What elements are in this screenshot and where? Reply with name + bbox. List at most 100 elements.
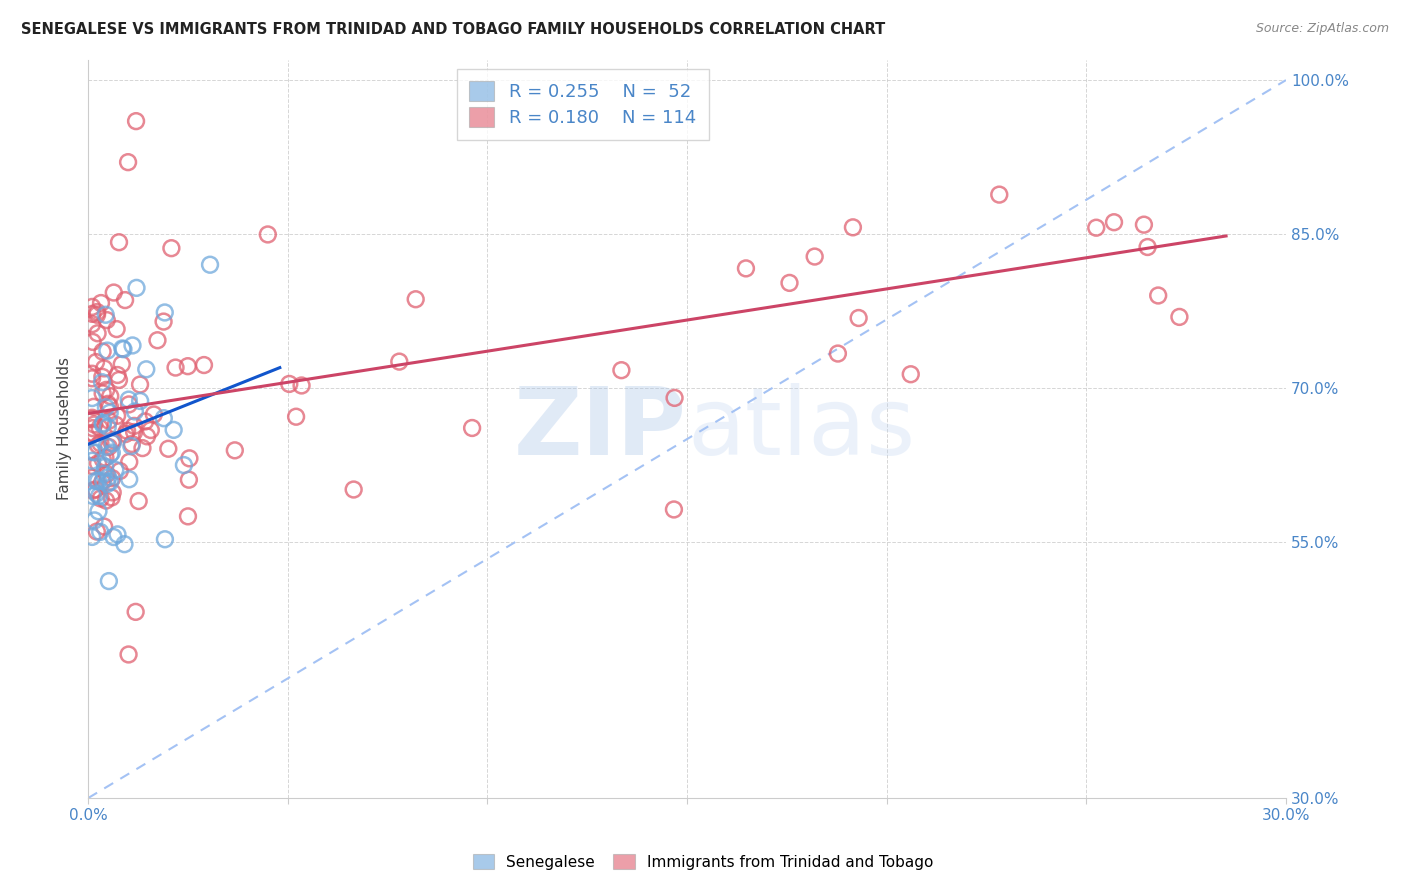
Point: [87, 438, 110, 452]
Point: [86, 486, 108, 500]
Point: [94, 459, 117, 474]
Point: [135, 362, 157, 376]
Point: [96, 313, 118, 327]
Point: [96, 476, 118, 491]
Point: [115, 424, 138, 438]
Point: [82, 454, 104, 468]
Text: Source: ZipAtlas.com: Source: ZipAtlas.com: [1256, 22, 1389, 36]
Point: [96, 467, 118, 482]
Point: [82, 458, 104, 473]
Point: [94, 493, 117, 508]
Point: [103, 530, 125, 544]
Point: [152, 315, 174, 329]
Point: [84, 474, 107, 488]
Point: [118, 472, 141, 486]
Point: [101, 436, 124, 450]
Point: [98, 406, 121, 420]
Point: [97, 574, 120, 588]
Point: [198, 258, 221, 272]
Point: [163, 423, 186, 437]
Point: [101, 433, 124, 447]
Point: [86, 308, 108, 322]
Point: [735, 261, 758, 276]
Text: ZIP: ZIP: [515, 383, 688, 475]
Point: [97, 397, 120, 411]
Point: [664, 391, 686, 405]
Point: [84, 355, 107, 369]
Point: [461, 421, 484, 435]
Point: [131, 441, 153, 455]
Point: [278, 376, 301, 391]
Point: [91, 344, 114, 359]
Point: [90, 491, 112, 506]
Point: [1168, 310, 1191, 324]
Point: [779, 276, 801, 290]
Point: [98, 389, 121, 403]
Point: [82, 471, 104, 485]
Point: [94, 450, 117, 465]
Point: [165, 360, 187, 375]
Text: SENEGALESE VS IMMIGRANTS FROM TRINIDAD AND TOBAGO FAMILY HOUSEHOLDS CORRELATION : SENEGALESE VS IMMIGRANTS FROM TRINIDAD A…: [21, 22, 886, 37]
Point: [388, 354, 411, 368]
Point: [107, 527, 129, 541]
Point: [103, 285, 125, 300]
Point: [120, 439, 142, 453]
Point: [177, 509, 200, 524]
Point: [118, 455, 141, 469]
Point: [91, 370, 114, 384]
Point: [91, 386, 114, 401]
Point: [122, 425, 145, 439]
Point: [105, 409, 128, 423]
Point: [129, 394, 152, 409]
Point: [82, 300, 104, 314]
Point: [134, 414, 156, 428]
Point: [128, 494, 150, 508]
Point: [96, 383, 118, 397]
Point: [94, 401, 117, 415]
Point: [343, 483, 366, 497]
Point: [104, 417, 127, 432]
Point: [86, 524, 108, 539]
Point: [1102, 215, 1125, 229]
Point: [96, 343, 118, 358]
Point: [136, 429, 159, 443]
Point: [224, 443, 246, 458]
Point: [108, 235, 131, 250]
Point: [82, 317, 104, 331]
Point: [107, 368, 129, 382]
Point: [988, 187, 1011, 202]
Point: [121, 338, 143, 352]
Point: [827, 346, 849, 360]
Point: [114, 537, 136, 551]
Point: [177, 473, 200, 487]
Point: [900, 368, 922, 382]
Point: [842, 220, 865, 235]
Point: [139, 423, 162, 437]
Point: [101, 485, 124, 500]
Point: [117, 648, 139, 662]
Point: [87, 456, 110, 470]
Point: [82, 367, 104, 381]
Point: [91, 417, 114, 432]
Point: [173, 458, 195, 472]
Point: [114, 293, 136, 307]
Point: [153, 533, 176, 547]
Point: [97, 470, 120, 484]
Point: [84, 483, 107, 497]
Point: [98, 400, 121, 414]
Point: [112, 342, 135, 356]
Point: [91, 474, 114, 488]
Point: [104, 463, 127, 477]
Point: [111, 342, 134, 356]
Point: [82, 426, 104, 441]
Point: [142, 408, 165, 422]
Point: [82, 489, 104, 503]
Point: [93, 519, 115, 533]
Legend: R = 0.255    N =  52, R = 0.180    N = 114: R = 0.255 N = 52, R = 0.180 N = 114: [457, 69, 709, 140]
Point: [98, 475, 121, 489]
Point: [82, 483, 104, 498]
Point: [89, 524, 111, 539]
Point: [82, 412, 104, 426]
Point: [118, 397, 141, 411]
Point: [125, 281, 148, 295]
